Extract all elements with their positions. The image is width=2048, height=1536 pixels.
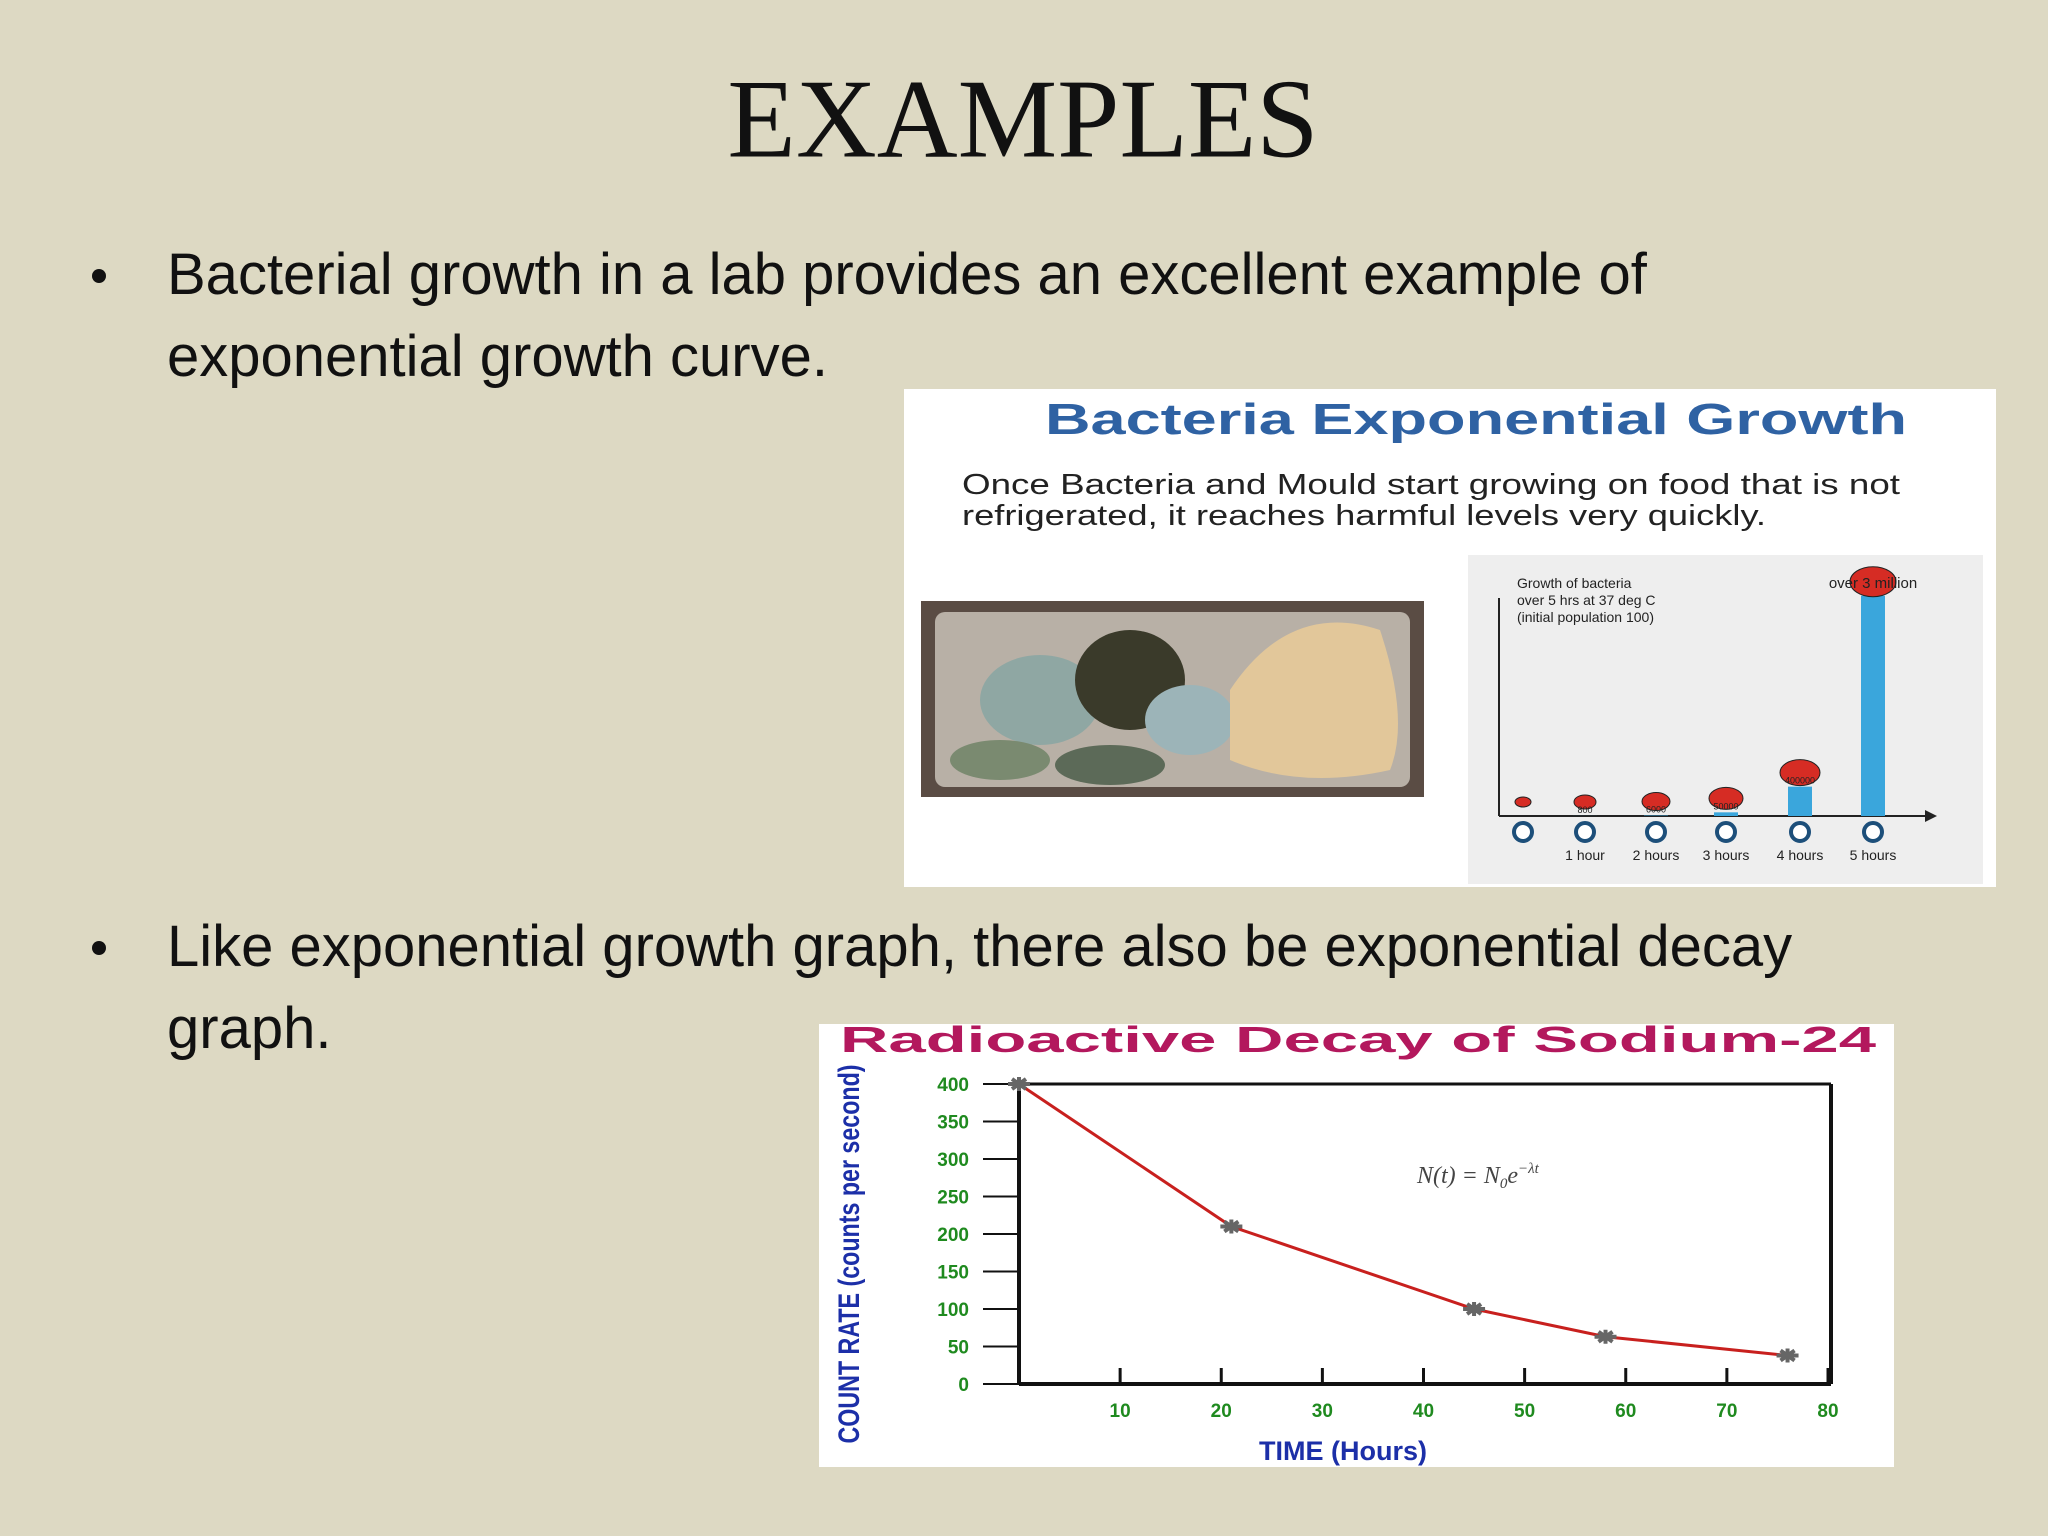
x-tick-label: 2 hours xyxy=(1633,847,1680,863)
x-tick-label: 50 xyxy=(1514,1401,1535,1422)
bullet-text: exponential growth curve. xyxy=(167,324,828,389)
chart-annotation: (initial population 100) xyxy=(1517,609,1654,625)
clock-icon xyxy=(1715,821,1737,843)
x-tick-label: 10 xyxy=(1110,1401,1131,1422)
formula-part: −λt xyxy=(1518,1161,1540,1177)
data-point xyxy=(1463,1302,1486,1316)
bacteria-icon xyxy=(1514,796,1532,808)
axis-arrow xyxy=(1925,810,1937,822)
value-label: 6000 xyxy=(1646,805,1666,815)
decay-figure: Radioactive Decay of Sodium-240501001502… xyxy=(819,1019,1894,1467)
figure-caption: Once Bacteria and Mould start growing on… xyxy=(962,469,1900,501)
y-tick-label: 50 xyxy=(948,1338,969,1359)
value-label: 50000 xyxy=(1713,801,1738,811)
slide-title: EXAMPLES xyxy=(727,58,1318,182)
bullet-text: Bacterial growth in a lab provides an ex… xyxy=(167,242,1648,307)
bullet-dot xyxy=(92,269,106,283)
y-tick-label: 200 xyxy=(937,1225,969,1246)
bacteria-figure: Bacteria Exponential Growth Once Bacteri… xyxy=(904,389,1996,887)
figure-caption: refrigerated, it reaches harmful levels … xyxy=(962,500,1766,532)
x-tick-label: 60 xyxy=(1615,1401,1636,1422)
x-tick-label: 80 xyxy=(1817,1401,1838,1422)
clock-icon xyxy=(1789,821,1811,843)
bar xyxy=(1788,786,1812,816)
clock-icon xyxy=(1574,821,1596,843)
bar xyxy=(1714,812,1738,816)
bullet-text: Like exponential growth graph, there als… xyxy=(167,914,1792,979)
bullet-dot xyxy=(92,941,106,955)
x-axis-label: TIME (Hours) xyxy=(1259,1436,1427,1466)
y-tick-label: 250 xyxy=(937,1188,969,1209)
bacteria-icon xyxy=(1573,794,1597,810)
x-tick-label: 4 hours xyxy=(1777,847,1824,863)
y-tick-label: 350 xyxy=(937,1113,969,1134)
clock-icon xyxy=(1862,821,1884,843)
x-tick-label: 5 hours xyxy=(1850,847,1897,863)
bacteria-icon xyxy=(1849,566,1897,598)
y-tick-label: 400 xyxy=(937,1075,969,1096)
formula-part: 0 xyxy=(1500,1176,1508,1192)
clock-icon xyxy=(1645,821,1667,843)
chart-title: Radioactive Decay of Sodium-24 xyxy=(840,1019,1876,1060)
formula-part: e xyxy=(1507,1163,1518,1189)
y-axis-label: COUNT RATE (counts per second) xyxy=(833,1065,866,1444)
data-point xyxy=(1008,1077,1030,1091)
value-label: over 3 million xyxy=(1829,575,1917,592)
chart-annotation: Growth of bacteria xyxy=(1517,575,1632,591)
x-tick-label: 70 xyxy=(1716,1401,1737,1422)
figure-background xyxy=(819,1024,1894,1467)
food-photo xyxy=(921,601,1424,797)
y-tick-label: 150 xyxy=(937,1263,969,1284)
data-point xyxy=(1594,1329,1617,1344)
formula: N(t) = N0e−λt xyxy=(1416,1161,1540,1192)
bacteria-icon xyxy=(1641,792,1671,812)
bullet-text: graph. xyxy=(167,996,331,1061)
x-tick-label: 20 xyxy=(1211,1401,1232,1422)
x-tick-label: 30 xyxy=(1312,1401,1333,1422)
x-tick-label: 3 hours xyxy=(1703,847,1750,863)
formula-part: N(t) = N xyxy=(1416,1163,1502,1189)
figure-title: Bacteria Exponential Growth xyxy=(1045,395,1907,444)
bacteria-icon xyxy=(1779,759,1821,787)
chart-annotation: over 5 hrs at 37 deg C xyxy=(1517,592,1656,608)
value-label: 800 xyxy=(1577,805,1592,815)
data-point xyxy=(1220,1219,1243,1234)
bacteria-icon xyxy=(1708,786,1744,810)
value-label: 400000 xyxy=(1785,776,1815,786)
clock-icon xyxy=(1512,821,1534,843)
bar xyxy=(1861,595,1885,816)
x-tick-label: 40 xyxy=(1413,1401,1434,1422)
y-tick-label: 100 xyxy=(937,1300,969,1321)
x-tick-label: 1 hour xyxy=(1565,847,1605,863)
y-tick-label: 300 xyxy=(937,1150,969,1171)
data-point xyxy=(1776,1348,1799,1363)
y-tick-label: 0 xyxy=(958,1375,969,1396)
